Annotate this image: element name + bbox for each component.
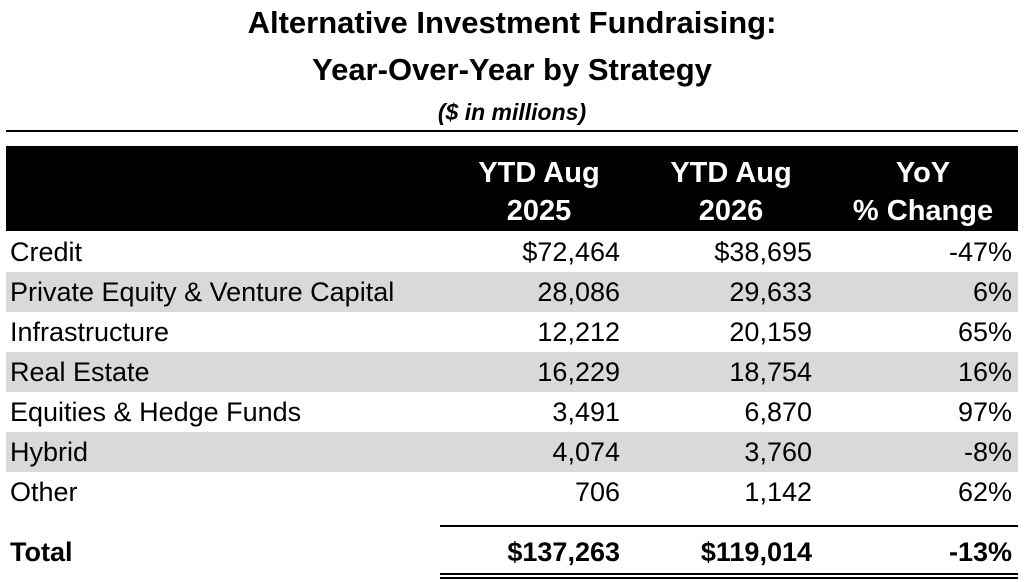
value-ytd-2025: 16,229	[537, 357, 620, 387]
total-double-rule-bottom	[440, 577, 1018, 579]
strategy-label: Other	[10, 477, 78, 507]
table-title-line-2: Year-Over-Year by Strategy	[312, 52, 712, 87]
value-ytd-2026: 3,760	[744, 437, 812, 467]
strategy-label: Credit	[10, 237, 83, 267]
header-ytd-2026: YTD Aug 2026	[646, 154, 816, 230]
value-ytd-2025: 3,491	[552, 397, 620, 427]
value-ytd-2026: 6,870	[744, 397, 812, 427]
table-title-line-1: Alternative Investment Fundraising:	[247, 5, 777, 40]
table-subtitle: ($ in millions)	[437, 99, 587, 125]
strategy-label: Equities & Hedge Funds	[10, 397, 302, 427]
total-ytd-2026: $119,014	[700, 537, 812, 567]
value-ytd-2025: 12,212	[537, 317, 620, 347]
value-yoy-change: -47%	[948, 237, 1012, 267]
value-yoy-change: 62%	[957, 477, 1012, 507]
value-yoy-change: 65%	[957, 317, 1012, 347]
value-yoy-change: 6%	[972, 277, 1012, 307]
header-yoy-line1: YoY	[895, 157, 951, 189]
value-ytd-2026: 29,633	[729, 277, 812, 307]
value-ytd-2026: 20,159	[729, 317, 812, 347]
table-row: Equities & Hedge Funds 3,491 6,870 97%	[6, 392, 1018, 432]
total-top-rule	[440, 525, 1018, 527]
strategy-label: Hybrid	[10, 437, 89, 467]
table-row: Other 706 1,142 62%	[6, 472, 1018, 512]
value-yoy-change: 16%	[957, 357, 1012, 387]
value-yoy-change: -8%	[963, 437, 1012, 467]
value-ytd-2025: 706	[574, 477, 620, 507]
total-label: Total	[10, 537, 73, 567]
table-row: Infrastructure 12,212 20,159 65%	[6, 312, 1018, 352]
total-row: Total $137,263 $119,014 -13%	[6, 532, 1018, 572]
table-header: YTD Aug 2025 YTD Aug 2026 YoY % Change	[6, 146, 1018, 231]
strategy-label: Infrastructure	[10, 317, 170, 347]
value-yoy-change: 97%	[957, 397, 1012, 427]
title-rule	[6, 130, 1018, 132]
header-ytd-2025-line2: 2025	[506, 195, 572, 227]
total-yoy-change: -13%	[948, 537, 1012, 567]
total-double-rule-top	[440, 573, 1018, 575]
header-ytd-2025-line1: YTD Aug	[478, 157, 600, 189]
value-ytd-2026: $38,695	[714, 237, 812, 267]
value-ytd-2025: 4,074	[552, 437, 620, 467]
table-row: Hybrid 4,074 3,760 -8%	[6, 432, 1018, 472]
table-row: Private Equity & Venture Capital 28,086 …	[6, 272, 1018, 312]
strategy-label: Real Estate	[10, 357, 150, 387]
header-ytd-2026-line2: 2026	[698, 195, 764, 227]
header-yoy-line2: % Change	[852, 195, 994, 227]
value-ytd-2025: 28,086	[537, 277, 620, 307]
value-ytd-2025: $72,464	[522, 237, 620, 267]
header-yoy-change: YoY % Change	[830, 154, 1016, 230]
header-ytd-2026-line1: YTD Aug	[670, 157, 792, 189]
value-ytd-2026: 1,142	[744, 477, 812, 507]
table-row: Real Estate 16,229 18,754 16%	[6, 352, 1018, 392]
header-ytd-2025: YTD Aug 2025	[454, 154, 624, 230]
strategy-label: Private Equity & Venture Capital	[10, 277, 395, 307]
total-ytd-2025: $137,263	[507, 537, 620, 567]
table-row: Credit $72,464 $38,695 -47%	[6, 232, 1018, 272]
value-ytd-2026: 18,754	[729, 357, 812, 387]
